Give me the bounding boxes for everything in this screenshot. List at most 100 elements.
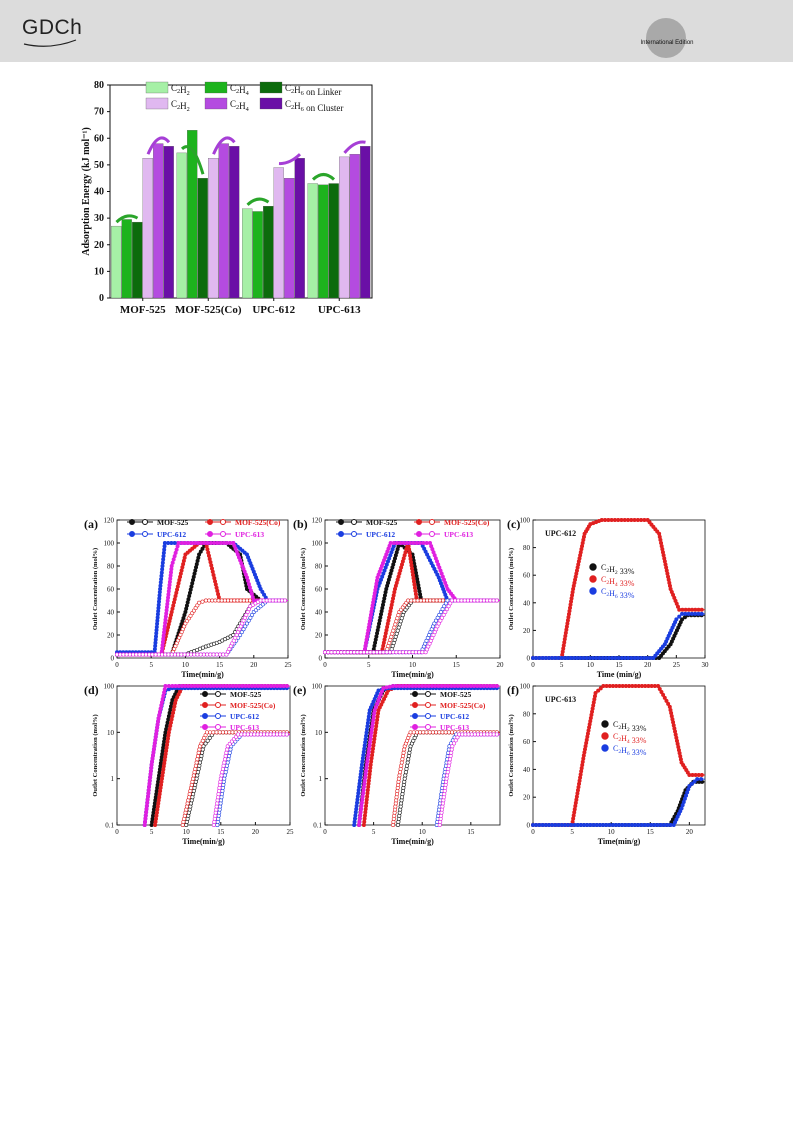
data-point: [167, 710, 172, 715]
data-point: [408, 730, 413, 735]
data-point: [250, 595, 255, 600]
data-point: [364, 800, 369, 805]
data-point: [378, 615, 383, 620]
x-tick-label: 10: [409, 661, 417, 669]
data-point: [472, 683, 477, 688]
data-point: [195, 652, 200, 657]
data-point: [571, 813, 576, 818]
data-point: [169, 652, 174, 657]
data-point: [582, 822, 587, 827]
bar: [252, 211, 263, 299]
data-point: [255, 732, 260, 737]
data-point: [683, 607, 688, 612]
data-point: [171, 603, 176, 608]
data-point: [361, 788, 366, 793]
x-tick-label: 15: [616, 661, 624, 669]
data-point: [435, 615, 440, 620]
data-point: [370, 606, 375, 611]
data-point: [407, 683, 412, 688]
data-point: [166, 592, 171, 597]
data-point: [657, 686, 662, 691]
legend-marker: [207, 519, 213, 525]
data-point: [198, 760, 203, 765]
data-point: [478, 598, 483, 603]
data-point: [391, 683, 396, 688]
plot-frame: [532, 519, 706, 659]
data-point: [590, 709, 595, 714]
data-point: [360, 797, 365, 802]
purple-arrow-icon: [146, 136, 171, 155]
data-point: [364, 733, 369, 738]
bar: [218, 143, 229, 299]
data-point: [622, 517, 627, 522]
data-point: [175, 584, 180, 589]
data-point: [570, 590, 575, 595]
data-point: [166, 730, 171, 735]
data-point: [574, 794, 579, 799]
x-tick-label: 0: [115, 828, 119, 836]
y-tick-label: 1: [319, 775, 323, 783]
data-point: [410, 572, 415, 577]
data-point: [364, 797, 369, 802]
x-tick-label: 15: [217, 828, 225, 836]
data-point: [410, 683, 415, 688]
y-tick-label: 0.1: [105, 822, 114, 830]
data-point: [365, 794, 370, 799]
data-point: [387, 615, 392, 620]
data-point: [410, 566, 415, 571]
panel-title: UPC-613: [545, 695, 576, 704]
data-point: [614, 683, 619, 688]
data-point: [373, 730, 378, 735]
data-point: [494, 683, 499, 688]
y-axis-label: Outlet Concentration (mol%): [508, 714, 515, 796]
data-point: [398, 766, 403, 771]
data-point: [381, 599, 386, 604]
data-point: [699, 777, 704, 782]
data-point: [202, 540, 207, 545]
data-point: [587, 722, 592, 727]
data-point: [424, 730, 429, 735]
x-axis-label: Time(min/g): [598, 837, 641, 846]
data-point: [161, 554, 166, 559]
data-point: [368, 650, 373, 655]
legend-label: UPC-612: [366, 530, 395, 539]
data-point: [172, 597, 177, 602]
data-point: [364, 762, 369, 767]
data-point: [604, 822, 609, 827]
data-point: [244, 575, 249, 580]
data-point: [372, 737, 377, 742]
x-tick-label: 15: [453, 661, 461, 669]
data-point: [171, 710, 176, 715]
data-point: [534, 822, 539, 827]
data-point: [168, 573, 173, 578]
x-tick-label: 10: [608, 828, 616, 836]
x-tick-label: 25: [287, 828, 295, 836]
data-point: [198, 652, 203, 657]
data-point: [208, 730, 213, 735]
data-point: [170, 560, 175, 565]
legend-marker: [142, 519, 148, 525]
data-point: [191, 578, 196, 583]
data-point: [413, 650, 418, 655]
legend-marker: [338, 531, 344, 537]
plot-frame: [324, 519, 501, 659]
data-point: [443, 601, 448, 606]
data-point: [494, 732, 499, 737]
series-line: [325, 600, 500, 653]
legend-marker: [425, 691, 431, 697]
legend-label: UPC-612: [440, 712, 469, 721]
data-point: [162, 540, 167, 545]
data-point: [357, 816, 362, 821]
data-point: [158, 583, 163, 588]
legend-label: MOF-525: [230, 690, 261, 699]
data-point: [402, 747, 407, 752]
data-point: [361, 753, 366, 758]
data-point: [665, 822, 670, 827]
data-point: [662, 695, 667, 700]
data-point: [225, 763, 230, 768]
data-point: [281, 732, 286, 737]
data-point: [210, 569, 215, 574]
data-point: [607, 822, 612, 827]
y-tick-label: 60: [315, 586, 323, 594]
data-point: [342, 650, 347, 655]
